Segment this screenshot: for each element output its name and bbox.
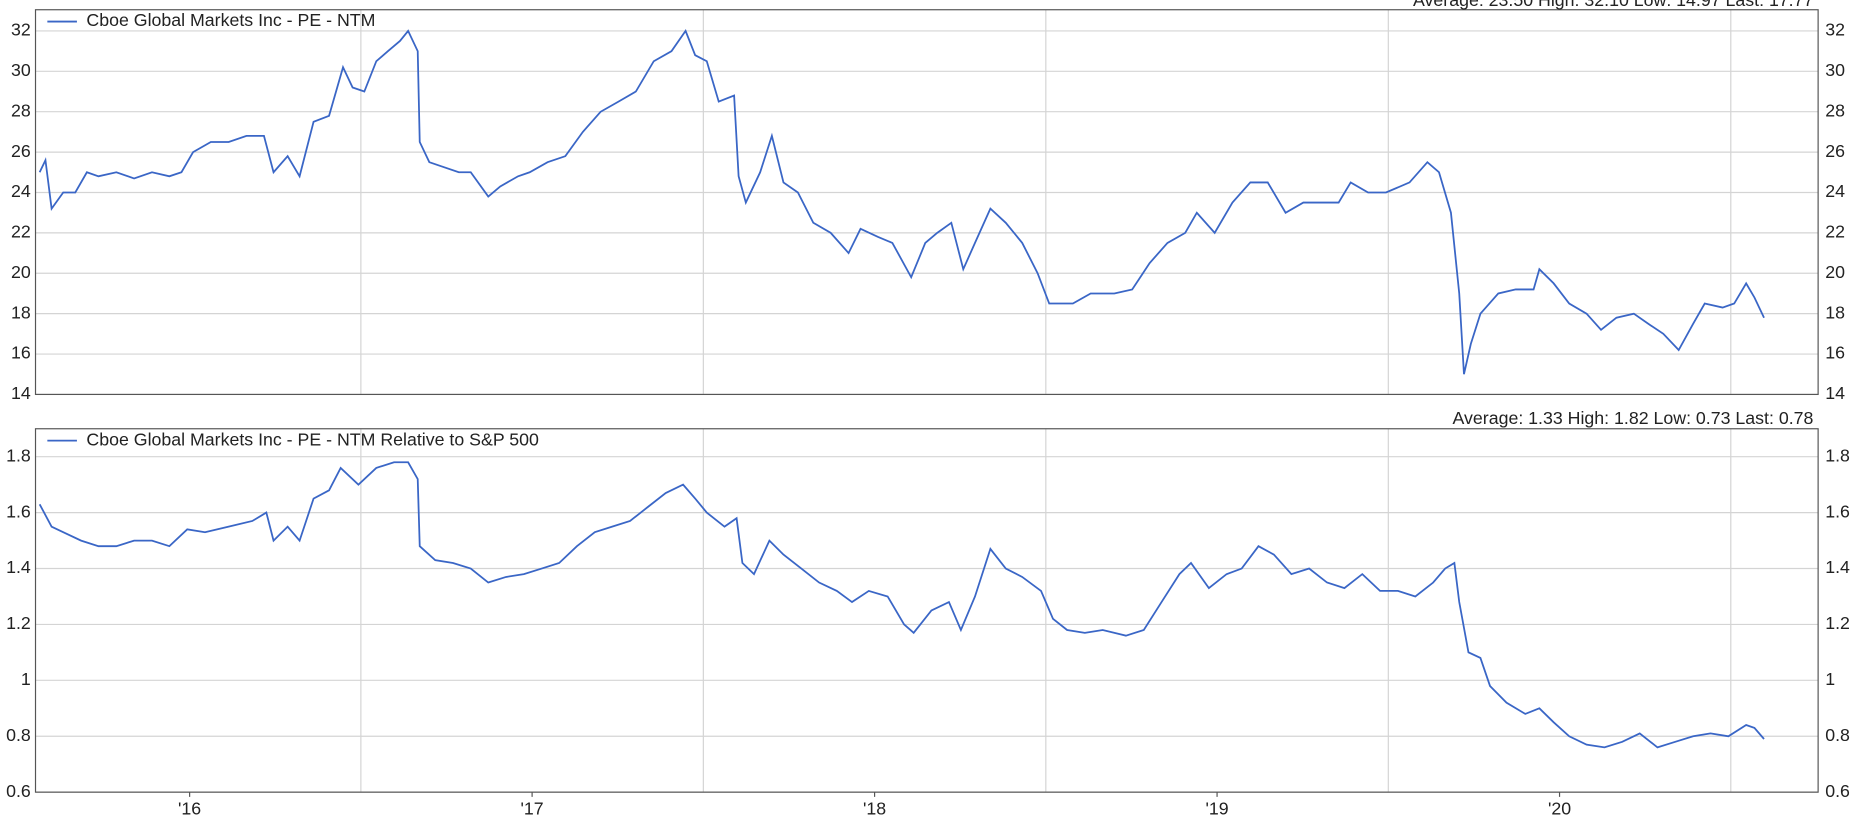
x-tick-label: '18 <box>863 799 886 819</box>
y-tick-label-right: 30 <box>1825 60 1845 80</box>
y-tick-label-left: 24 <box>11 181 31 201</box>
series-line <box>38 461 1765 749</box>
y-tick-label-right: 1.8 <box>1825 445 1850 465</box>
series-line <box>38 29 1765 375</box>
y-tick-label-left: 1 <box>21 669 31 689</box>
x-tick-label: '17 <box>521 799 544 819</box>
y-tick-label-left: 16 <box>11 343 31 363</box>
stats-annotation: Average: 23.50 High: 32.10 Low: 14.97 La… <box>1413 0 1813 10</box>
y-tick-label-right: 1 <box>1825 669 1835 689</box>
y-tick-label-right: 18 <box>1825 302 1845 322</box>
y-tick-label-left: 14 <box>11 383 31 403</box>
y-tick-label-right: 20 <box>1825 262 1845 282</box>
y-tick-label-right: 0.6 <box>1825 781 1850 801</box>
plot-frame <box>34 428 1819 793</box>
legend-label: Cboe Global Markets Inc - PE - NTM Relat… <box>86 429 539 449</box>
stats-annotation: Average: 1.33 High: 1.82 Low: 0.73 Last:… <box>1453 408 1814 428</box>
y-tick-label-left: 30 <box>11 60 31 80</box>
x-tick-label: '16 <box>178 799 201 819</box>
y-tick-label-right: 24 <box>1825 181 1845 201</box>
y-tick-label-right: 28 <box>1825 100 1845 120</box>
y-tick-label-left: 18 <box>11 302 31 322</box>
y-tick-label-left: 1.6 <box>6 501 31 521</box>
y-tick-label-left: 0.8 <box>6 725 31 745</box>
y-tick-label-right: 32 <box>1825 20 1845 40</box>
y-tick-label-left: 22 <box>11 222 31 242</box>
y-tick-label-right: 1.2 <box>1825 613 1850 633</box>
legend-label: Cboe Global Markets Inc - PE - NTM <box>86 10 375 30</box>
y-tick-label-right: 1.4 <box>1825 557 1850 577</box>
y-tick-label-left: 0.6 <box>6 781 31 801</box>
y-tick-label-right: 26 <box>1825 141 1845 161</box>
y-tick-label-right: 1.6 <box>1825 501 1850 521</box>
y-tick-label-left: 26 <box>11 141 31 161</box>
y-tick-label-left: 1.8 <box>6 445 31 465</box>
x-tick-label: '20 <box>1548 799 1571 819</box>
plot-frame <box>34 9 1819 396</box>
y-tick-label-left: 20 <box>11 262 31 282</box>
y-tick-label-right: 16 <box>1825 343 1845 363</box>
x-tick-label: '19 <box>1205 799 1228 819</box>
y-tick-label-right: 22 <box>1825 222 1845 242</box>
y-tick-label-left: 1.2 <box>6 613 31 633</box>
y-tick-label-right: 14 <box>1825 383 1845 403</box>
y-tick-label-left: 28 <box>11 100 31 120</box>
y-tick-label-right: 0.8 <box>1825 725 1850 745</box>
y-tick-label-left: 32 <box>11 20 31 40</box>
y-tick-label-left: 1.4 <box>6 557 31 577</box>
